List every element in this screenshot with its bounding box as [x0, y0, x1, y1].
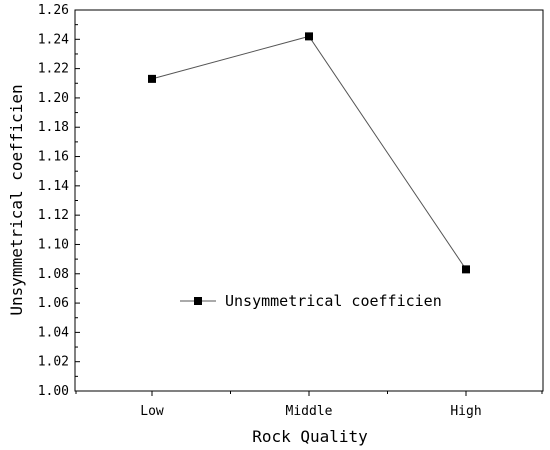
x-tick-label: Middle — [286, 404, 333, 419]
y-tick-label: 1.16 — [38, 150, 69, 165]
y-tick-label: 1.26 — [38, 3, 69, 18]
y-tick-label: 1.18 — [38, 120, 69, 135]
data-point-middle — [305, 32, 313, 41]
y-tick-label: 1.12 — [38, 208, 69, 223]
data-point-low — [148, 74, 156, 83]
series-layer — [148, 32, 470, 274]
legend-label: Unsymmetrical coefficien — [225, 292, 442, 310]
y-tick-label: 1.14 — [38, 179, 69, 194]
x-axis-title: Rock Quality — [252, 427, 368, 446]
y-tick-label: 1.10 — [38, 237, 69, 252]
x-tick-label: Low — [140, 404, 164, 419]
data-point-high — [462, 265, 470, 274]
y-axis-title: Unsymmetrical coefficien — [7, 84, 26, 315]
y-tick-label: 1.02 — [38, 355, 69, 370]
y-tick-label: 1.24 — [38, 32, 69, 47]
x-tick-label: High — [450, 404, 481, 419]
y-tick-label: 1.08 — [38, 267, 69, 282]
y-axis-ticks: 1.00 1.02 1.04 1.06 1.08 1.10 1.12 1.14 1.16 1.18… — [38, 3, 80, 399]
legend: Unsymmetrical coefficien — [180, 292, 442, 310]
y-tick-label: 1.06 — [38, 296, 69, 311]
legend-marker — [194, 297, 202, 305]
x-axis-ticks: Low Middle High — [75, 391, 543, 419]
y-tick-label: 1.22 — [38, 62, 69, 77]
y-tick-label: 1.00 — [38, 384, 69, 399]
y-tick-label: 1.04 — [38, 325, 69, 340]
y-tick-label: 1.20 — [38, 91, 69, 106]
